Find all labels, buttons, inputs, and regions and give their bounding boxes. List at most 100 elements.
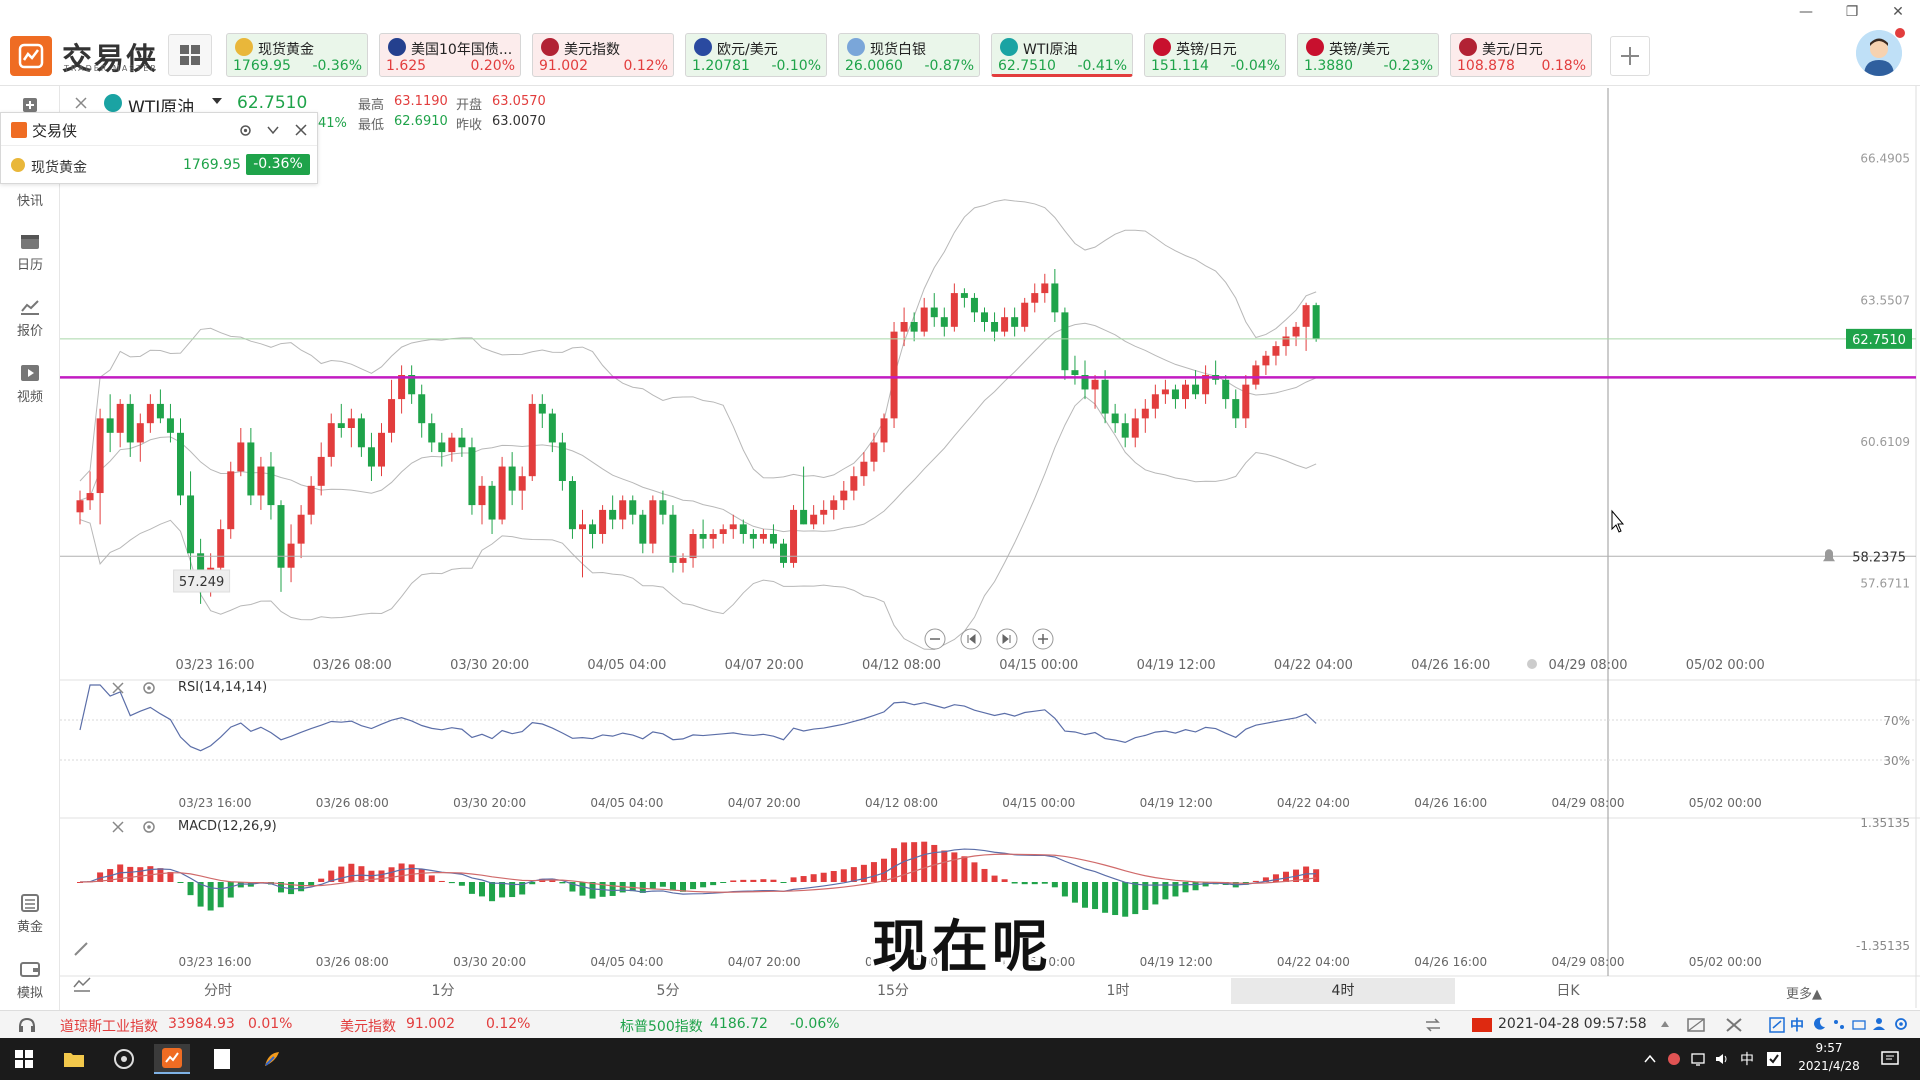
bollinger-upper	[79, 199, 1317, 482]
status-index-name[interactable]: 道琼斯工业指数	[60, 1019, 158, 1035]
ticker-flag-icon	[694, 38, 712, 56]
macd-bar	[911, 842, 918, 882]
chart-area[interactable]: 70% 30% 03/23 16:00 03/26 08:00 03/30 20:00 0…	[0, 0, 1920, 1010]
rsi-level-label: 70%	[1883, 714, 1910, 728]
taskbar-date[interactable]: 2021/4/28	[1798, 1059, 1860, 1073]
pencil-icon[interactable]	[72, 940, 92, 958]
macd-bar	[981, 868, 988, 882]
taskbar-browser[interactable]	[106, 1044, 142, 1074]
close-icon[interactable]	[74, 96, 88, 110]
taskbar-notepad[interactable]	[204, 1044, 240, 1074]
timeframe-tab[interactable]: 分时	[204, 983, 232, 999]
notification-icon[interactable]	[1880, 1050, 1900, 1068]
ticker-tile[interactable]: 英镑/日元 151.114 -0.04%	[1144, 33, 1286, 77]
sidebar-add-button[interactable]	[0, 96, 60, 118]
symbol-dropdown-icon[interactable]	[212, 98, 222, 104]
ticker-tile[interactable]: 欧元/美元 1.20781 -0.10%	[685, 33, 827, 77]
taskbar-time[interactable]: 9:57	[1815, 1041, 1843, 1055]
timeframe-tab[interactable]: 1时	[1106, 983, 1130, 999]
float-panel-row[interactable]: 现货黄金 1769.95 -0.36%	[1, 146, 317, 184]
sidebar-item-video[interactable]: 视频	[0, 364, 60, 405]
timeframe-tab[interactable]: 15分	[877, 983, 909, 999]
ticker-tile[interactable]: 英镑/美元 1.3880 -0.23%	[1297, 33, 1439, 77]
macd-bar	[720, 882, 727, 883]
taskbar-explorer[interactable]	[56, 1044, 92, 1074]
macd-time-label: 03/30 20:00	[453, 955, 526, 969]
tray-expand-icon[interactable]	[1644, 1054, 1656, 1064]
moon-icon[interactable]	[1812, 1017, 1826, 1031]
timeframe-tab[interactable]: 5分	[656, 983, 680, 999]
macd-bar	[348, 863, 355, 882]
network-icon[interactable]	[1690, 1051, 1706, 1067]
caret-up-icon[interactable]	[1660, 1020, 1670, 1028]
volume-icon[interactable]	[1714, 1051, 1730, 1067]
rsi-time-label: 03/26 08:00	[316, 796, 389, 810]
status-index-name[interactable]: 标普500指数	[620, 1019, 703, 1035]
time-axis-label: 04/22 04:00	[1274, 658, 1353, 673]
ticker-tile[interactable]: 现货黄金 1769.95 -0.36%	[226, 33, 368, 77]
indicator-toggle-icon[interactable]	[72, 975, 92, 993]
ticker-tile[interactable]: 美元指数 91.002 0.12%	[532, 33, 674, 77]
ime-expand-icon[interactable]	[1768, 1016, 1786, 1034]
ime-mode-label[interactable]: 中	[1790, 1018, 1804, 1034]
swap-icon[interactable]	[1424, 1017, 1442, 1033]
keyboard-icon[interactable]	[1852, 1017, 1866, 1031]
candle-body	[1312, 305, 1320, 339]
user-icon[interactable]	[1872, 1017, 1886, 1031]
sidebar-item-simulate[interactable]: 模拟	[0, 960, 60, 1001]
tray-ime-label[interactable]: 中	[1740, 1052, 1754, 1068]
tray-app-icon[interactable]	[1666, 1051, 1682, 1067]
timeframe-tab[interactable]: 1分	[431, 983, 455, 999]
screenshot-icon[interactable]	[1686, 1016, 1706, 1034]
status-index-name[interactable]: 美元指数	[340, 1019, 396, 1035]
macd-time-label: 04/19 12:00	[1140, 955, 1213, 969]
add-ticker-button[interactable]	[1610, 36, 1650, 76]
taskbar-feather-app[interactable]	[254, 1044, 290, 1074]
punctuation-icon[interactable]	[1832, 1017, 1846, 1031]
macd-bar	[468, 882, 475, 894]
close-window-button[interactable]: ✕	[1884, 2, 1912, 22]
skip-end-icon[interactable]	[996, 628, 1018, 650]
ticker-tile[interactable]: 现货白银 26.0060 -0.87%	[838, 33, 980, 77]
start-button[interactable]	[6, 1044, 42, 1074]
gear-icon[interactable]	[239, 124, 252, 137]
gear-icon[interactable]	[142, 820, 156, 834]
restore-button[interactable]: ❐	[1838, 2, 1866, 22]
candle-body	[589, 524, 597, 534]
minimize-button[interactable]: —	[1792, 2, 1820, 22]
china-flag-icon	[1472, 1018, 1492, 1032]
zoom-out-icon[interactable]	[924, 628, 946, 650]
grid-menu-button[interactable]	[168, 34, 212, 76]
taskbar-trader-app[interactable]	[154, 1044, 190, 1074]
skip-start-icon[interactable]	[960, 628, 982, 650]
timeframe-tab[interactable]: 4时	[1231, 978, 1455, 1004]
candle-body	[528, 403, 536, 477]
more-timeframes-button[interactable]: 更多▲	[1786, 987, 1822, 1002]
gear-icon[interactable]	[142, 681, 156, 695]
app-logo	[10, 36, 52, 76]
rsi-time-label: 05/02 00:00	[1689, 796, 1762, 810]
chevron-down-icon[interactable]	[267, 125, 279, 135]
sidebar-item-quotes[interactable]: 报价	[0, 298, 60, 339]
tools-icon[interactable]	[1724, 1016, 1744, 1034]
ticker-tile[interactable]: 美元/日元 108.878 0.18%	[1450, 33, 1592, 77]
ticker-tile[interactable]: 美国10年国债... 1.625 0.20%	[379, 33, 521, 77]
time-axis-label: 03/30 20:00	[450, 658, 529, 673]
headset-icon[interactable]	[18, 1017, 36, 1033]
zoom-in-icon[interactable]	[1032, 628, 1054, 650]
sidebar-item-news[interactable]: 快讯	[0, 190, 60, 209]
ticker-tile[interactable]: WTI原油 62.7510 -0.41%	[991, 33, 1133, 77]
time-axis-label: 03/26 08:00	[313, 658, 392, 673]
timeframe-tab[interactable]: 日K	[1556, 983, 1580, 999]
ime-check-icon[interactable]	[1766, 1051, 1782, 1067]
sidebar-item-calendar[interactable]: 日历	[0, 232, 60, 273]
close-icon[interactable]	[112, 821, 124, 833]
sidebar-item-gold[interactable]: 黄金	[0, 894, 60, 935]
logo-icon	[18, 43, 44, 69]
close-icon[interactable]	[112, 682, 124, 694]
gear-icon[interactable]	[1894, 1017, 1908, 1031]
macd-bar	[760, 879, 767, 882]
candle-body	[227, 471, 235, 530]
user-avatar[interactable]	[1856, 30, 1902, 76]
close-icon[interactable]	[295, 124, 307, 136]
